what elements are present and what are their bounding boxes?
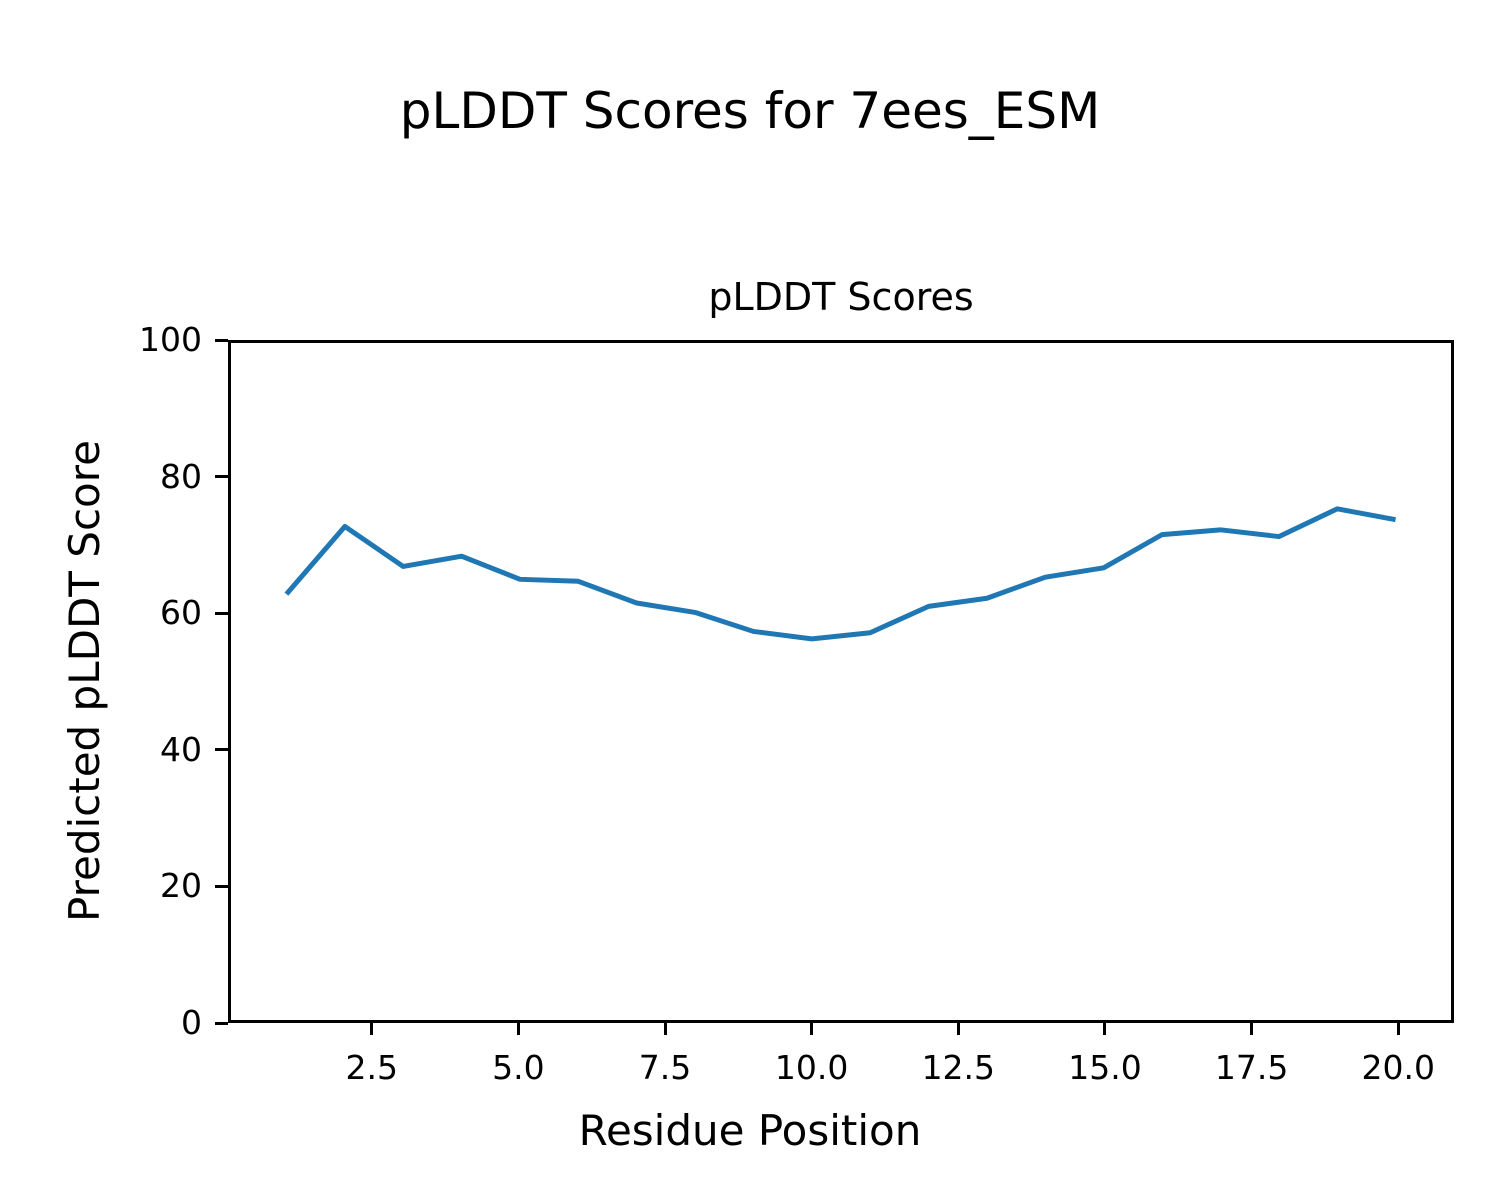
plot-area — [228, 340, 1454, 1023]
y-tick-label: 20 — [160, 866, 202, 906]
x-axis-tick — [1103, 1022, 1107, 1035]
y-axis-tick — [215, 884, 228, 888]
x-tick-label: 7.5 — [638, 1048, 692, 1087]
x-tick-label: 20.0 — [1361, 1048, 1435, 1087]
y-axis-tick — [215, 475, 228, 479]
axes-title: pLDDT Scores — [708, 275, 974, 319]
x-axis-tick — [663, 1022, 667, 1035]
x-axis-label: Residue Position — [578, 1106, 922, 1155]
x-tick-label: 2.5 — [345, 1048, 398, 1087]
figure-suptitle: pLDDT Scores for 7ees_ESM — [399, 82, 1101, 140]
y-axis-tick — [215, 748, 228, 752]
y-axis-tick — [215, 338, 228, 342]
y-axis-tick — [215, 1021, 228, 1025]
x-tick-label: 15.0 — [1068, 1048, 1142, 1087]
line-chart-canvas — [284, 506, 1397, 642]
y-tick-label: 100 — [139, 320, 202, 359]
y-tick-label: 60 — [160, 593, 202, 633]
x-axis-tick — [1250, 1022, 1254, 1035]
y-tick-label: 80 — [160, 456, 202, 496]
x-tick-label: 17.5 — [1214, 1048, 1289, 1087]
x-axis-tick — [956, 1022, 960, 1035]
x-tick-label: 5.0 — [492, 1048, 545, 1087]
y-axis-tick — [215, 611, 228, 615]
x-axis-tick — [516, 1022, 520, 1035]
y-tick-label: 40 — [160, 729, 202, 769]
y-tick-label: 0 — [181, 1003, 202, 1042]
x-axis-tick — [1396, 1022, 1400, 1035]
y-axis-label: Predicted pLDDT Score — [59, 440, 109, 922]
x-tick-label: 12.5 — [921, 1048, 996, 1087]
x-axis-tick — [810, 1022, 814, 1035]
x-tick-label: 10.0 — [774, 1048, 849, 1087]
plddt-score-line — [284, 506, 1397, 642]
x-axis-tick — [370, 1022, 374, 1035]
